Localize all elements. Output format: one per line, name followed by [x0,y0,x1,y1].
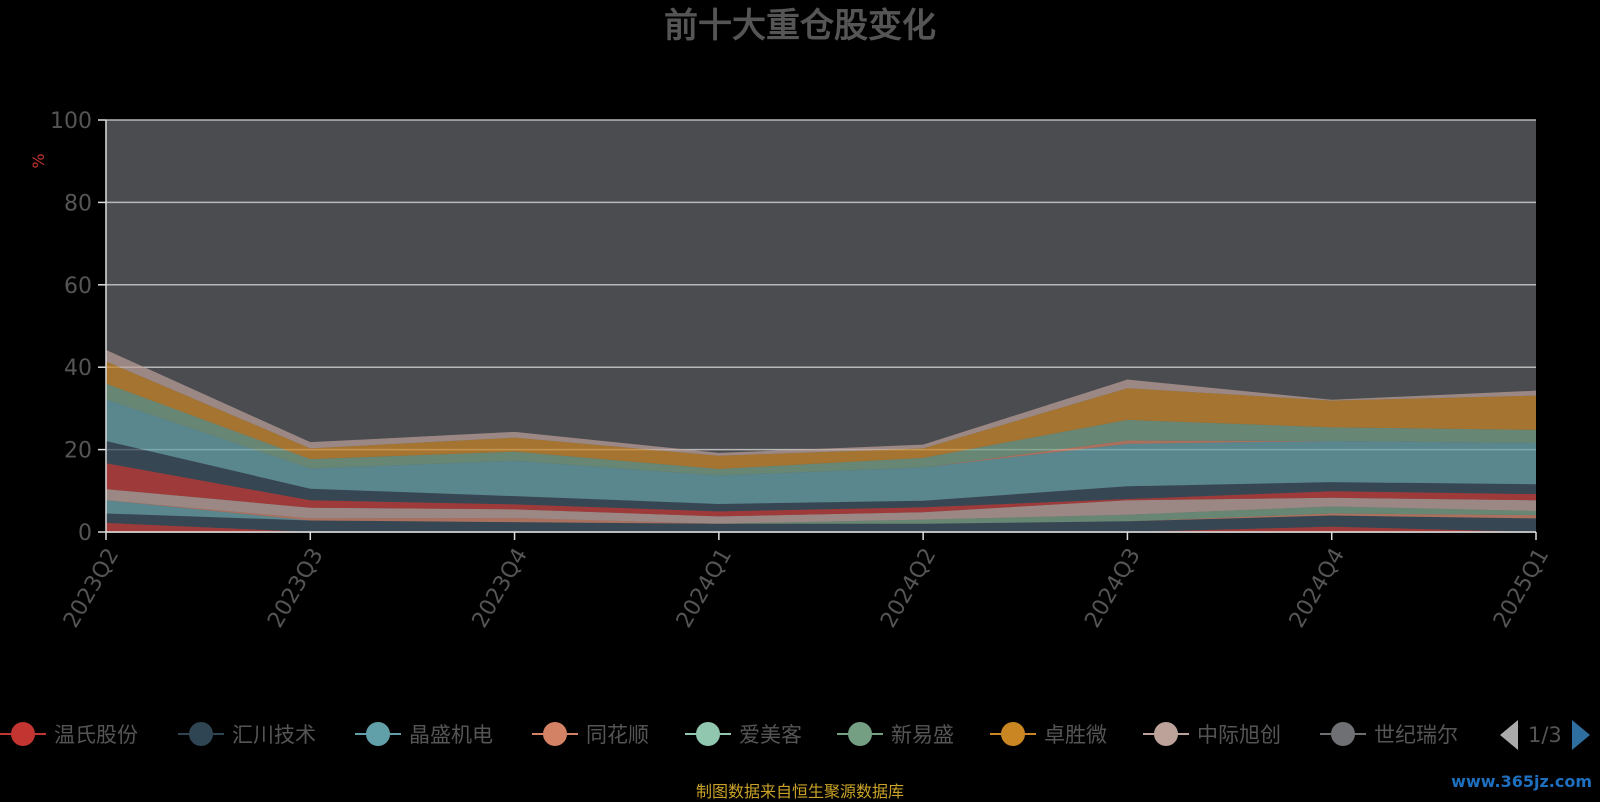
area-layer-11 [106,361,1536,469]
legend-marker-icon [685,719,731,749]
legend-item[interactable]: 中际旭创 [1143,714,1281,754]
y-tick-label: 20 [64,439,92,464]
legend-marker-icon [355,719,401,749]
y-tick-label: 60 [64,274,92,299]
legend-marker-icon [0,719,46,749]
area-layer-10 [106,383,1536,476]
x-tick-label: 2024Q4 [1285,544,1350,632]
legend-item[interactable]: 新易盛 [837,714,954,754]
stacked-areas [106,349,1536,532]
legend-label: 汇川技术 [232,723,316,747]
y-axis-label: % [29,153,48,168]
previous-page-arrow-icon[interactable] [1500,720,1518,750]
legend-pager: 1/3 [1500,718,1590,752]
area-layer-5 [106,489,1536,524]
legend-item[interactable]: 卓胜微 [990,714,1107,754]
y-tick-label: 0 [78,521,92,546]
legend-label: 温氏股份 [54,723,138,747]
legend-item[interactable]: 温氏股份 [0,714,138,754]
watermark: www.365jz.com [1451,772,1592,791]
legend-label: 世纪瑞尔 [1374,723,1458,747]
x-tick-label: 2024Q1 [672,544,737,632]
area-layer-8 [106,399,1536,504]
legend-label: 中际旭创 [1197,723,1281,747]
x-tick-label: 2023Q3 [263,544,328,632]
source-note: 制图数据来自恒生聚源数据库 [695,782,904,801]
legend-label: 晶盛机电 [409,723,493,747]
y-tick-label: 80 [64,191,92,216]
x-tick-label: 2024Q2 [876,544,941,632]
legend-label: 同花顺 [586,723,649,747]
y-tick-label: 100 [50,109,92,134]
legend-marker-icon [990,719,1036,749]
x-tick-label: 2023Q2 [59,544,124,632]
y-tick-label: 40 [64,356,92,381]
legend-marker-icon [178,719,224,749]
x-tick-label: 2024Q3 [1080,544,1145,632]
legend-item[interactable]: 同花顺 [532,714,649,754]
chart-title: 前十大重仓股变化 [664,6,936,46]
legend-label: 卓胜微 [1044,723,1107,747]
legend-item[interactable]: 汇川技术 [178,714,316,754]
area-layer-0 [106,522,1536,532]
legend-marker-icon [837,719,883,749]
next-page-arrow-icon[interactable] [1571,720,1590,750]
x-tick-label: 2025Q1 [1489,544,1554,632]
page-indicator: 1/3 [1528,723,1562,747]
area-layer-4 [106,500,1536,524]
area-layer-1 [106,513,1536,532]
area-layer-7 [106,440,1536,512]
legend-marker-icon [1143,719,1189,749]
legend-label: 爱美客 [739,723,802,747]
legend-item[interactable]: 世纪瑞尔 [1320,714,1458,754]
legend-item[interactable]: 爱美客 [685,714,802,754]
legend-marker-icon [1320,719,1366,749]
legend-label: 新易盛 [891,723,954,747]
legend-item[interactable]: 晶盛机电 [355,714,493,754]
legend-marker-icon [532,719,578,749]
x-tick-label: 2023Q4 [468,544,533,632]
legend: 温氏股份 汇川技术 晶盛机电 同花顺 爱美客 新易盛 卓胜微 中际旭创 世纪瑞尔 [0,714,1600,754]
